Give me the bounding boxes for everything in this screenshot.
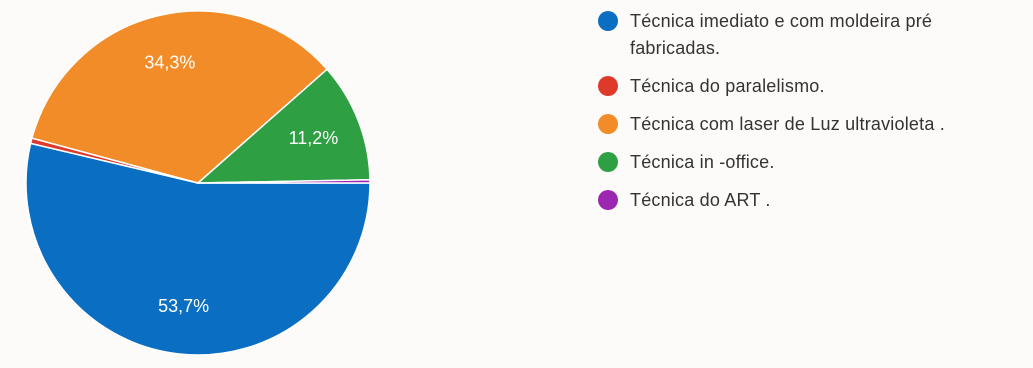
legend-item-paralelismo: Técnica do paralelismo. — [598, 73, 1018, 100]
legend-label-in-office: Técnica in -office. — [630, 152, 775, 172]
legend-swatch-in-office — [598, 152, 618, 172]
legend-swatch-imediato — [598, 11, 618, 31]
legend-item-laser: Técnica com laser de Luz ultravioleta . — [598, 111, 1018, 138]
legend-swatch-art — [598, 190, 618, 210]
slice-label-imediato: 53,7% — [158, 296, 209, 316]
legend-label-paralelismo: Técnica do paralelismo. — [630, 76, 825, 96]
legend-label-imediato: Técnica imediato e com moldeira pré fabr… — [630, 11, 933, 58]
legend-swatch-paralelismo — [598, 76, 618, 96]
pie-slice-art — [197, 178, 371, 184]
legend-item-in-office: Técnica in -office. — [598, 149, 1018, 176]
legend-item-art: Técnica do ART . — [598, 187, 1018, 214]
pie-slice-imediato — [25, 142, 371, 356]
chart-legend: Técnica imediato e com moldeira pré fabr… — [598, 8, 1018, 225]
pie-slice-in-office — [195, 68, 371, 184]
slice-label-laser: 34,3% — [144, 52, 195, 72]
legend-item-imediato: Técnica imediato e com moldeira pré fabr… — [598, 8, 1018, 62]
legend-label-laser: Técnica com laser de Luz ultravioleta . — [630, 114, 945, 134]
pie-slice-laser — [31, 10, 329, 184]
legend-label-art: Técnica do ART . — [630, 190, 771, 210]
legend-swatch-laser — [598, 114, 618, 134]
slice-label-in-office: 11,2% — [289, 128, 339, 148]
